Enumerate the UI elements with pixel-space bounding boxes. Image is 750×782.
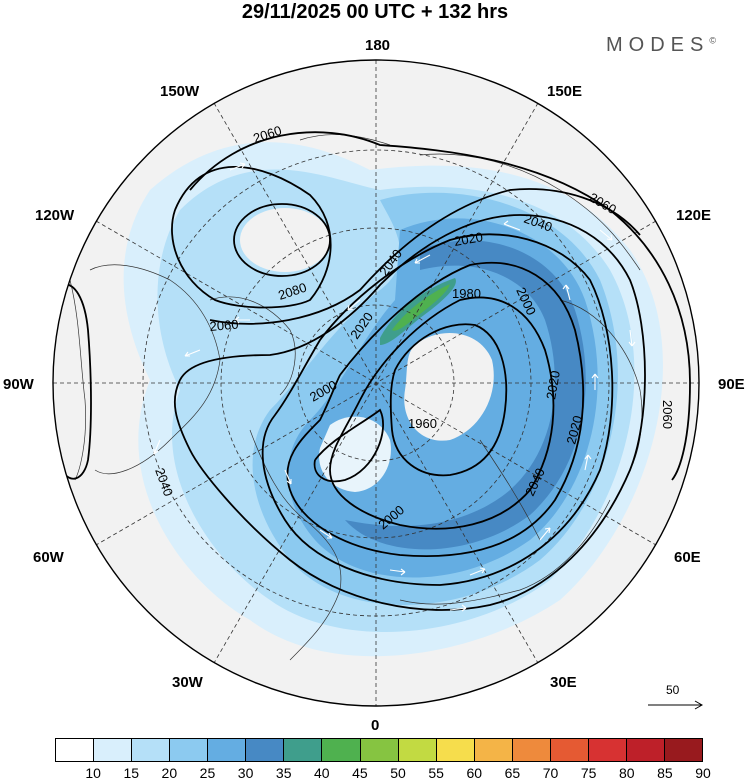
map-title: 29/11/2025 00 UTC + 132 hrs (241, 1, 509, 23)
colorbar-cell (360, 739, 399, 761)
colorbar-cell (550, 739, 589, 761)
colorbar-cell (665, 739, 703, 761)
reference-vector: 50 (646, 683, 704, 713)
lon-label-30e: 30E (550, 674, 577, 691)
colorbar-cell (170, 739, 209, 761)
colorbar-tick-label: 85 (657, 765, 673, 781)
lon-label-60w: 60W (33, 549, 65, 566)
longitude-labels: 180 150W 150E 120W 120E 90W 90E 60W 60E … (3, 37, 745, 734)
lon-label-0: 0 (371, 717, 379, 734)
colorbar-cell (208, 739, 247, 761)
colorbar-tick-label: 15 (123, 765, 140, 781)
colorbar-tick-label: 10 (85, 765, 101, 781)
colorbar-tick-label: 45 (352, 765, 368, 781)
colorbar-cell (94, 739, 133, 761)
colorbar-cell (512, 739, 551, 761)
contour-label: 2020 (563, 414, 585, 446)
colorbar-tick-label: 20 (161, 765, 178, 781)
polar-map: 2060 2060 2040 2020 1980 2000 2040 2020 … (3, 37, 745, 734)
lon-label-120e: 120E (676, 207, 711, 224)
colorbar-cell (588, 739, 627, 761)
lon-label-150w: 150W (160, 83, 200, 100)
colorbar-tick-label: 50 (390, 765, 406, 781)
colorbar-cell (474, 739, 513, 761)
contour-label: 1980 (452, 286, 481, 301)
lon-label-150e: 150E (547, 83, 582, 100)
reference-arrow-icon (648, 700, 704, 710)
colorbar-cell (626, 739, 665, 761)
colorbar-tick-label: 40 (314, 765, 330, 781)
colorbar-cell (436, 739, 475, 761)
colorbar-tick-label: 60 (466, 765, 483, 781)
colorbar-cell (56, 739, 95, 761)
lon-label-120w: 120W (35, 207, 75, 224)
contour-label: 2060 (660, 400, 675, 429)
contour-label: 2020 (453, 229, 484, 249)
lon-label-90e: 90E (718, 376, 745, 393)
colorbar-tick-label: 25 (199, 765, 216, 781)
colorbar-tick-label: 55 (428, 765, 444, 781)
colorbar-tick-label: 35 (275, 765, 292, 781)
lon-label-30w: 30W (172, 674, 204, 691)
colorbar-tick-label: 30 (237, 765, 254, 781)
copyright-mark: © (709, 35, 716, 46)
map-border (52, 59, 700, 707)
contour-label: 2020 (543, 369, 563, 400)
colorbar-cell (284, 739, 323, 761)
colorbar-tick-label: 80 (618, 765, 635, 781)
brand-text: MODES (606, 34, 710, 56)
height-contours (59, 131, 691, 611)
colorbar-cell (322, 739, 361, 761)
colorbar-tick-label: 70 (542, 765, 559, 781)
wind-vectors (153, 162, 636, 612)
contour-label: 1960 (408, 416, 437, 431)
colorbar-tick-label: 90 (695, 765, 711, 781)
colorbar-cell (246, 739, 285, 761)
reference-vector-label: 50 (666, 683, 680, 697)
contour-label: 2060 (209, 317, 239, 334)
lon-label-60e: 60E (674, 549, 701, 566)
colorbar-cell (398, 739, 437, 761)
lon-label-180: 180 (365, 37, 390, 54)
colorbar-tick-label: 75 (580, 765, 597, 781)
colorbar-cell (132, 739, 171, 761)
colorbar (55, 738, 703, 762)
colorbar-ticks: 10 15 20 25 30 35 40 45 50 55 60 65 70 75 80 85 90 (55, 765, 710, 781)
lon-label-90w: 90W (3, 376, 35, 393)
brand-logo: MODES© (606, 34, 716, 57)
colorbar-tick-label: 65 (504, 765, 521, 781)
